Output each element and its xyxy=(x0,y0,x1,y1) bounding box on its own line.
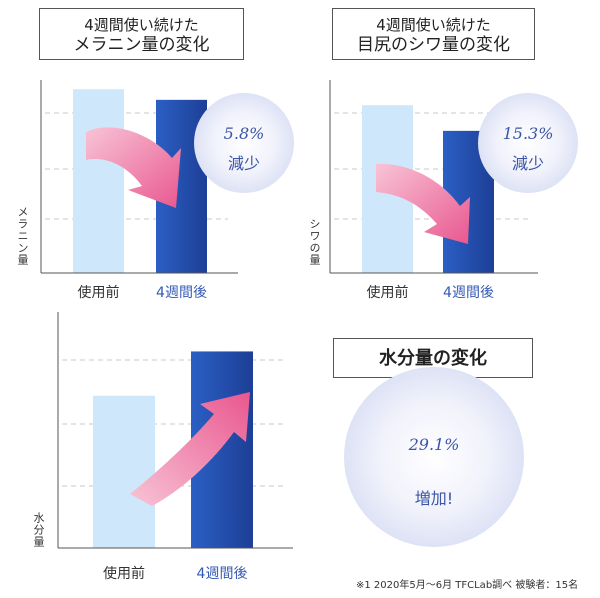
trend-arrow-down-icon xyxy=(86,127,181,208)
badge-number: 15.3 xyxy=(503,124,539,143)
badge-value: 5.8% xyxy=(224,124,265,143)
badge-circle xyxy=(478,93,578,193)
chart2-title-line1: 4週間使い続けた xyxy=(376,16,491,34)
badge-unit: % xyxy=(538,124,553,143)
footnote: ※1 2020年5月～6月 TFCLab調べ 被験者：15名 xyxy=(356,580,579,591)
category-label-1: 使用前 xyxy=(367,284,409,301)
trend-arrow-up-icon xyxy=(130,392,250,506)
chart2-title-line2: 目尻のシワ量の変化 xyxy=(357,35,510,55)
badge-unit: % xyxy=(444,435,459,454)
trend-arrow-down-icon xyxy=(376,163,470,244)
chart1-title-line1: 4週間使い続けた xyxy=(84,16,199,34)
badge-value: 15.3% xyxy=(503,124,554,143)
chart1-title: 4週間使い続けた メラニン量の変化 xyxy=(39,8,244,60)
bar-before xyxy=(73,89,124,273)
bar-before xyxy=(93,395,155,548)
badge-circle xyxy=(344,367,524,547)
chart-2: 使用前 4週間後 15.3% 減少 xyxy=(329,80,578,301)
chart3-title-text: 水分量の変化 xyxy=(379,348,487,369)
badge-value: 29.1% xyxy=(408,435,460,454)
badge-label: 増加! xyxy=(415,489,453,508)
chart2-ylabel: シワの量 xyxy=(308,218,321,266)
badge-number: 29.1 xyxy=(408,435,445,454)
badge-number: 5.8 xyxy=(224,124,249,143)
category-label-2: 4週間後 xyxy=(156,285,207,301)
category-label-2: 4週間後 xyxy=(197,566,248,582)
category-label-1: 使用前 xyxy=(78,284,120,301)
badge-circle xyxy=(194,93,294,193)
badge-label: 減少 xyxy=(512,154,544,173)
chart-3: 使用前 4週間後 29.1% 増加! xyxy=(57,312,524,582)
chart1-title-line2: メラニン量の変化 xyxy=(73,35,210,55)
chart1-ylabel: メラニン量 xyxy=(16,206,29,266)
badge-unit: % xyxy=(249,124,264,143)
chart2-title: 4週間使い続けた 目尻のシワ量の変化 xyxy=(332,8,535,60)
chart3-ylabel: 水分量 xyxy=(32,512,45,548)
chart-1: 使用前 4週間後 5.8% 減少 xyxy=(40,80,294,301)
badge-label: 減少 xyxy=(228,154,260,173)
category-label-1: 使用前 xyxy=(103,565,145,582)
category-label-2: 4週間後 xyxy=(443,285,494,301)
